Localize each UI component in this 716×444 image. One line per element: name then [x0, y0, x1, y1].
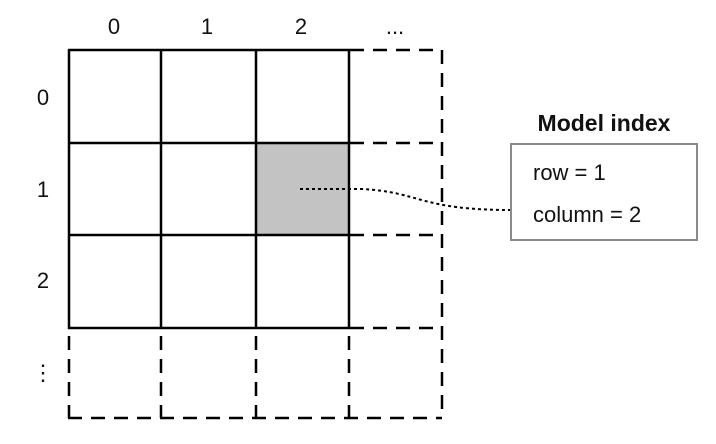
row-header-0: 0	[37, 85, 49, 110]
solid-grid	[67, 48, 351, 330]
column-header-0: 0	[108, 14, 120, 39]
column-header-2: 2	[295, 14, 307, 39]
dashed-extension	[67, 48, 444, 420]
row-header-ellipsis: ⋮	[32, 360, 54, 385]
column-header-ellipsis: ...	[386, 14, 404, 39]
model-index-column: column = 2	[533, 202, 641, 227]
column-header-1: 1	[201, 14, 213, 39]
model-index-title: Model index	[538, 110, 671, 136]
row-header-1: 1	[37, 177, 49, 202]
model-index-box	[510, 143, 698, 241]
row-header-2: 2	[37, 268, 49, 293]
connector-line	[300, 188, 511, 211]
model-index-row: row = 1	[533, 160, 606, 185]
